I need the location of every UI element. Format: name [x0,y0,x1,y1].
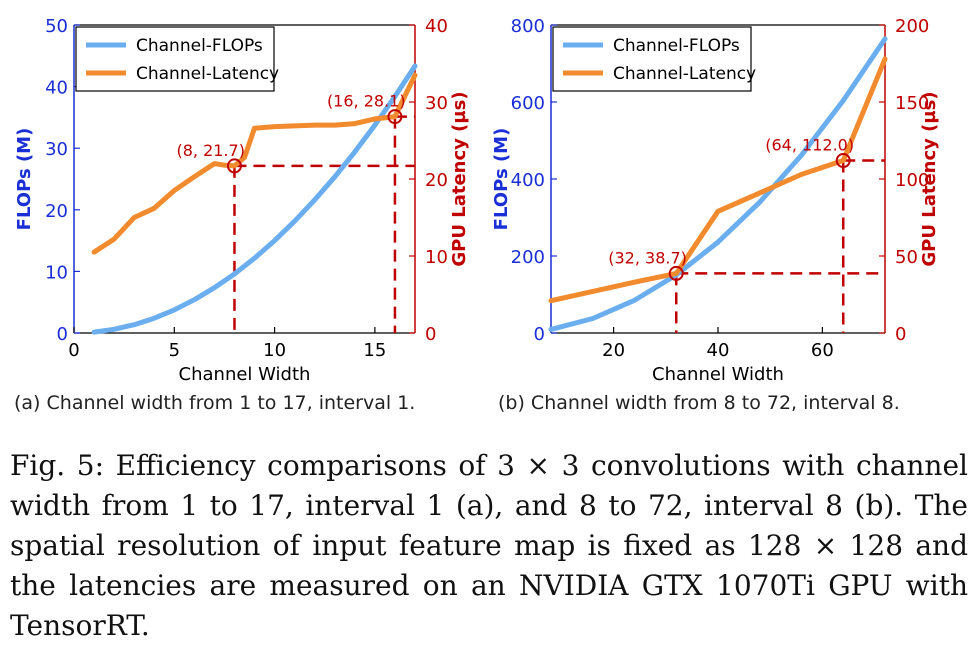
left-y-tick-label: 200 [511,247,545,268]
right-y-tick-label: 0 [425,324,436,345]
annotation-label: (32, 38.7) [608,248,687,267]
x-axis-label: Channel Width [179,364,311,385]
annotation-marker [835,153,851,169]
left-y-axis-label: FLOPs (M) [491,128,512,231]
left-y-tick-label: 800 [511,16,545,37]
left-y-axis-label: FLOPs (M) [14,128,35,231]
x-tick-label: 20 [602,340,625,361]
left-y-tick-label: 0 [57,324,68,345]
x-tick-label: 15 [363,340,386,361]
legend-box [75,26,275,92]
legend: Channel-FLOPs Channel-Latency [75,26,279,92]
annotation-label: (16, 28.1) [327,92,406,111]
left-y-tick-label: 20 [45,201,68,222]
annotation-label: (8, 21.7) [176,141,244,160]
right-y-tick-label: 10 [425,247,448,268]
right-y-tick-label: 20 [425,170,448,191]
annotation-marker [226,158,242,174]
legend-label: Channel-FLOPs [136,36,263,56]
subcaption-a: (a) Channel width from 1 to 17, interval… [14,392,416,414]
right-y-tick-label: 40 [425,16,448,37]
latency-series-line [548,56,888,304]
figure-caption: Fig. 5: Efficiency comparisons of 3 × 3 … [10,449,968,642]
x-tick-label: 10 [263,340,286,361]
x-tick-label: 60 [811,340,834,361]
left-y-tick-label: 400 [511,170,545,191]
x-axis-label: Channel Width [652,364,784,385]
flops-series-line [91,63,418,335]
right-y-axis-label: GPU Latency (µs) [449,91,470,266]
right-y-tick-label: 150 [895,93,929,114]
subcaption-b: (b) Channel width from 8 to 72, interval… [498,392,900,414]
legend-label: Channel-Latency [613,64,756,84]
x-tick-label: 0 [68,340,79,361]
left-y-tick-label: 600 [511,93,545,114]
left-y-tick-label: 50 [45,16,68,37]
legend-box [552,26,752,92]
right-y-tick-label: 50 [895,247,918,268]
latency-series-line [91,72,418,255]
left-y-tick-label: 0 [534,324,545,345]
right-y-tick-label: 200 [895,16,929,37]
right-y-tick-label: 30 [425,93,448,114]
annotation-marker [668,265,684,281]
legend: Channel-FLOPs Channel-Latency [552,26,756,92]
x-tick-label: 40 [707,340,730,361]
annotation-marker [387,109,403,125]
left-y-tick-label: 40 [45,78,68,99]
legend-label: Channel-Latency [136,64,279,84]
chart-a: 0 5 10 15 0 10 20 30 40 50 0 10 20 30 40 Channel Width F… [14,16,470,385]
x-tick-label: 5 [169,340,180,361]
right-y-axis-label: GPU Latency (µs) [919,91,940,266]
flops-series-line [548,36,888,332]
annotation-label: (64, 112.0) [765,136,854,155]
left-y-tick-label: 10 [45,262,68,283]
left-y-tick-label: 30 [45,139,68,160]
right-y-tick-label: 0 [895,324,906,345]
legend-label: Channel-FLOPs [613,36,740,56]
right-y-tick-label: 100 [895,170,929,191]
